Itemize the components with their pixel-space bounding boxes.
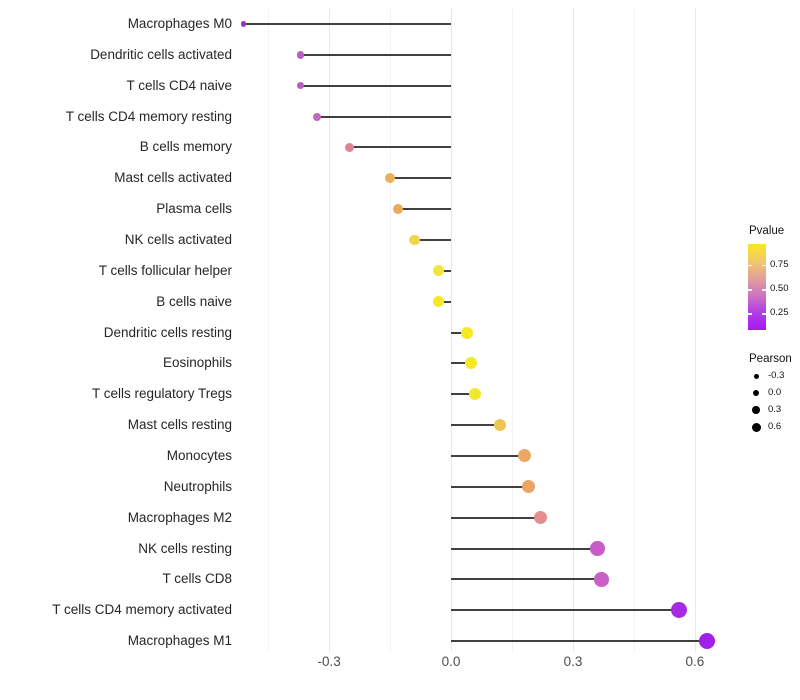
category-label: T cells follicular helper	[98, 262, 232, 278]
lollipop-stem	[451, 393, 476, 396]
lollipop-stem	[451, 485, 529, 488]
lollipop-stem	[451, 424, 500, 427]
lollipop-dot	[670, 602, 687, 619]
category-label: T cells CD8	[162, 571, 232, 587]
lollipop-dot	[384, 173, 395, 184]
size-legend-label: 0.3	[768, 404, 782, 415]
size-legend-label: 0.6	[768, 421, 782, 432]
lollipop-stem	[451, 578, 602, 581]
category-label: Dendritic cells resting	[103, 324, 232, 340]
colorbar-tick-right	[762, 313, 766, 315]
category-label: Macrophages M1	[127, 633, 232, 648]
lollipop-stem	[438, 300, 451, 303]
lollipop-dot	[521, 480, 535, 494]
legend-pearson-title: Pearson	[749, 353, 792, 365]
lollipop-stem	[398, 208, 451, 211]
gridline-minor	[390, 8, 391, 652]
category-label: Neutrophils	[163, 478, 232, 494]
gridline-minor	[512, 8, 513, 652]
lollipop-dot	[517, 449, 531, 463]
category-label: T cells CD4 naive	[126, 77, 232, 93]
lollipop-stem	[390, 177, 451, 180]
lollipop-dot	[241, 21, 247, 27]
category-label: NK cells resting	[138, 540, 232, 556]
lollipop-stem	[451, 609, 679, 612]
pvalue-colorbar	[748, 244, 766, 330]
lollipop-dot	[493, 418, 507, 432]
x-tick-label: 0.3	[563, 654, 583, 669]
lollipop-stem	[300, 53, 451, 56]
lollipop-stem	[438, 269, 451, 272]
colorbar-tick-right	[762, 264, 766, 266]
gridline-minor	[268, 8, 270, 652]
legend-pvalue-title: Pvalue	[749, 225, 785, 237]
lollipop-stem	[451, 331, 468, 334]
category-label: B cells memory	[139, 139, 232, 155]
lollipop-dot	[594, 572, 609, 587]
colorbar-tick-right	[762, 289, 766, 291]
size-legend-dot	[752, 389, 760, 397]
size-legend-label: 0.0	[768, 387, 782, 398]
category-label: B cells naive	[156, 293, 232, 309]
colorbar-tick-left	[748, 264, 752, 266]
gridline-major	[329, 8, 331, 652]
category-label: Dendritic cells activated	[90, 46, 232, 62]
category-label: Monocytes	[166, 447, 232, 463]
category-label: T cells regulatory Tregs	[91, 386, 232, 402]
category-label: Macrophages M0	[127, 16, 232, 31]
size-legend-dot	[752, 406, 760, 414]
lollipop-dot	[469, 388, 482, 401]
lollipop-stem	[451, 454, 525, 457]
lollipop-dot	[433, 296, 445, 308]
colorbar-tick-left	[748, 289, 752, 291]
gridline-major	[573, 8, 574, 652]
gridline-major	[451, 8, 452, 652]
category-label: T cells CD4 memory resting	[65, 108, 232, 124]
category-label: T cells CD4 memory activated	[52, 602, 232, 618]
category-label: Plasma cells	[156, 201, 232, 217]
lollipop-dot	[465, 357, 478, 370]
lollipop-dot	[533, 510, 548, 525]
size-legend-dot	[753, 373, 759, 379]
lollipop-dot	[344, 142, 354, 152]
colorbar-tick-label: 0.50	[770, 283, 789, 294]
lollipop-stem	[451, 516, 541, 519]
category-label: Mast cells activated	[114, 170, 232, 186]
colorbar-tick-label: 0.75	[770, 258, 789, 270]
gridline-major	[694, 8, 696, 652]
category-label: NK cells activated	[124, 232, 232, 247]
x-tick-label: 0.6	[685, 654, 705, 669]
lollipop-dot	[296, 81, 305, 90]
category-label: Eosinophils	[162, 355, 232, 371]
size-legend-label: -0.3	[768, 370, 785, 381]
lollipop-dot	[393, 203, 404, 215]
lollipop-stem	[349, 146, 451, 149]
lollipop-stem	[243, 23, 451, 25]
plot-panel	[236, 8, 728, 652]
category-label: Macrophages M2	[127, 509, 232, 525]
gridline-minor	[633, 8, 635, 652]
lollipop-stem	[316, 115, 451, 118]
lollipop-stem	[451, 362, 472, 365]
lollipop-stem	[451, 640, 708, 642]
lollipop-stem	[300, 84, 451, 87]
x-tick-label: -0.3	[317, 654, 341, 669]
category-label: Mast cells resting	[127, 417, 232, 433]
colorbar-tick-label: 0.25	[770, 307, 789, 319]
lollipop-dot	[590, 541, 605, 556]
size-legend-dot	[751, 422, 761, 432]
lollipop-dot	[409, 234, 420, 246]
lollipop-dot	[461, 326, 474, 339]
lollipop-stem	[451, 547, 598, 550]
lollipop-stem	[414, 239, 451, 241]
lollipop-dot	[296, 51, 305, 59]
lollipop-dot	[698, 632, 716, 650]
lollipop-dot	[433, 265, 445, 277]
colorbar-tick-left	[748, 313, 752, 315]
lollipop-dot	[312, 112, 321, 121]
x-tick-label: 0.0	[441, 654, 461, 669]
